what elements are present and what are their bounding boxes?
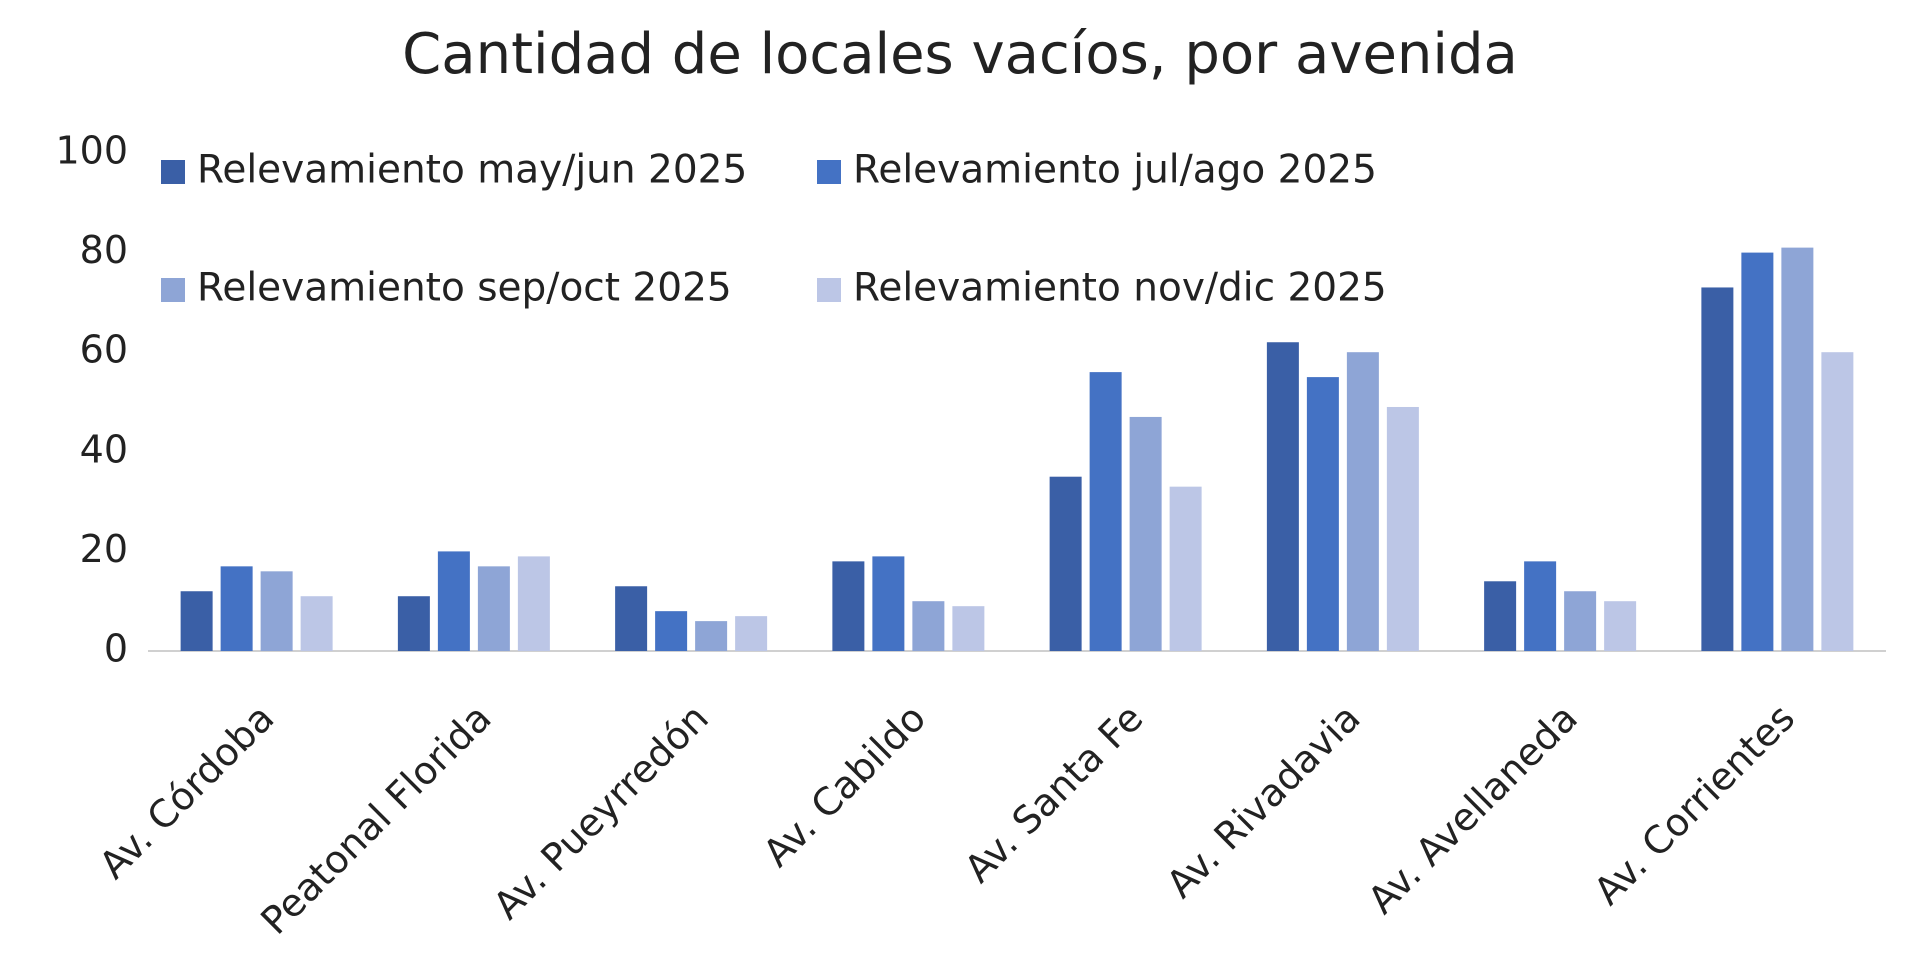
bar — [1129, 416, 1162, 651]
x-tick-label: Av. Córdoba — [91, 696, 283, 888]
bar — [1169, 486, 1202, 651]
bar — [655, 611, 688, 651]
bar — [1386, 406, 1419, 651]
bar — [872, 556, 905, 651]
y-tick-label: 20 — [80, 527, 128, 571]
bar — [437, 551, 470, 651]
legend-swatch — [817, 160, 841, 184]
bar — [615, 586, 648, 651]
x-tick-label: Av. Rivadavia — [1158, 696, 1369, 907]
bar — [477, 566, 510, 651]
chart-title: Cantidad de locales vacíos, por avenida — [402, 22, 1518, 87]
y-tick-label: 60 — [80, 328, 128, 372]
bar — [397, 596, 430, 651]
bar — [695, 621, 728, 651]
bar — [1701, 287, 1734, 651]
bar — [735, 616, 768, 651]
legend-label: Relevamiento may/jun 2025 — [197, 148, 747, 193]
y-tick-label: 0 — [104, 627, 128, 671]
bar — [1821, 352, 1854, 651]
bar — [1266, 342, 1299, 651]
bar — [1564, 591, 1597, 651]
y-tick-label: 100 — [55, 129, 128, 173]
x-tick-label: Av. Corrientes — [1585, 696, 1803, 914]
bar — [1306, 377, 1339, 651]
bar — [1484, 581, 1517, 651]
bar — [912, 601, 945, 651]
bar — [300, 596, 333, 651]
bar — [1741, 252, 1774, 651]
bar — [1049, 476, 1082, 651]
bar — [1346, 352, 1379, 651]
x-tick-label: Av. Cabildo — [755, 696, 935, 876]
bar — [1524, 561, 1557, 651]
legend-label: Relevamiento jul/ago 2025 — [853, 148, 1377, 193]
x-tick-label: Av. Santa Fe — [956, 696, 1151, 891]
bar — [180, 591, 213, 651]
x-tick-label: Av. Avellaneda — [1359, 696, 1586, 923]
y-tick-label: 40 — [80, 427, 128, 471]
x-tick-label: Av. Pueyrredón — [485, 696, 717, 928]
bar — [952, 606, 985, 651]
legend-swatch — [161, 160, 185, 184]
legend-label: Relevamiento nov/dic 2025 — [853, 266, 1387, 311]
bar — [260, 571, 293, 651]
legend-swatch — [161, 278, 185, 302]
y-tick-label: 80 — [80, 228, 128, 272]
bar — [832, 561, 865, 651]
legend-label: Relevamiento sep/oct 2025 — [197, 266, 732, 311]
bar — [1604, 601, 1637, 651]
bar — [220, 566, 253, 651]
legend-swatch — [817, 278, 841, 302]
bar — [517, 556, 550, 651]
bar — [1089, 372, 1122, 651]
bar — [1781, 247, 1814, 651]
x-tick-label: Peatonal Florida — [252, 696, 499, 943]
